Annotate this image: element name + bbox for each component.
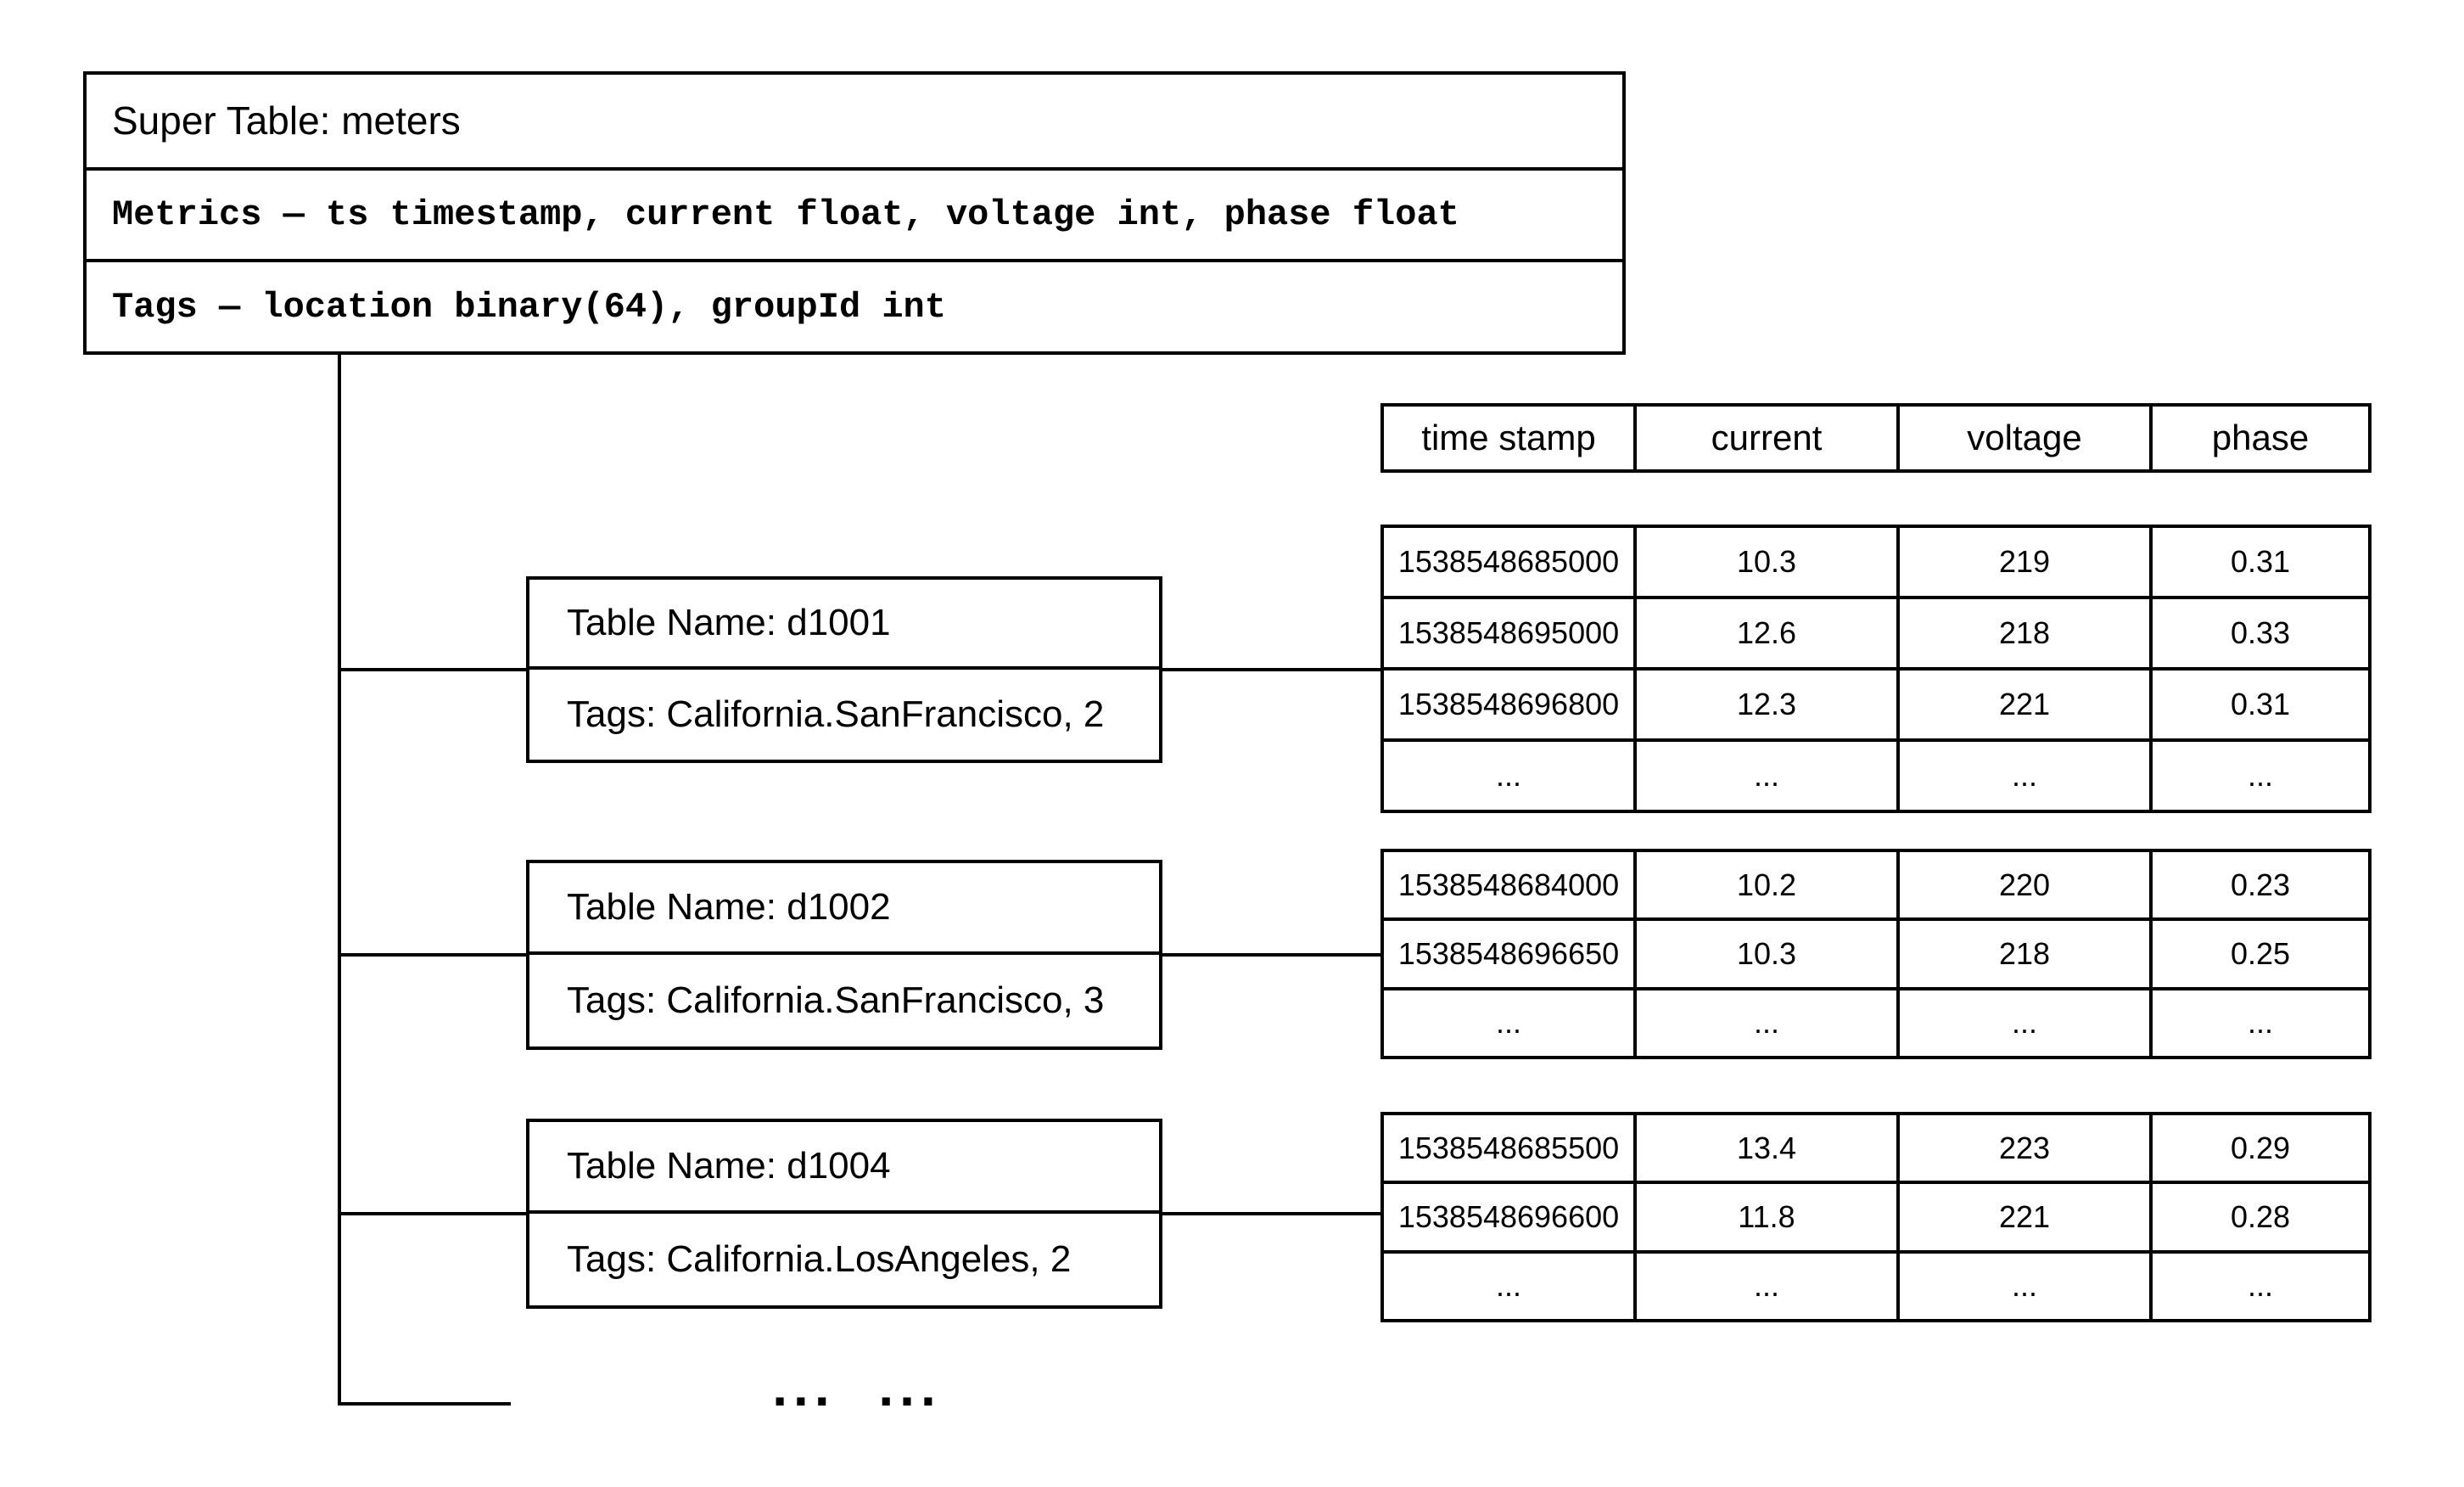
more-tables-ellipsis: ... ... (772, 1356, 942, 1417)
table-cell: ... (1635, 740, 1898, 811)
table-cell: 0.28 (2151, 1182, 2370, 1252)
table-cell: 10.2 (1635, 850, 1898, 920)
table-cell: ... (1382, 988, 1635, 1058)
table-cell: 10.3 (1635, 919, 1898, 989)
table-cell: ... (2151, 988, 2370, 1058)
link-line-d1004-table (1161, 1212, 1382, 1215)
column-header-current: current (1635, 405, 1898, 471)
data-table-d1001: 1538548685000 10.3 219 0.31 1538548695000 12.… (1380, 525, 2372, 813)
branch-line-d1004 (339, 1212, 528, 1215)
table-cell: 1538548696600 (1382, 1182, 1635, 1252)
table-cell: 0.33 (2151, 598, 2370, 669)
table-cell: 220 (1898, 850, 2151, 920)
table-cell: 12.3 (1635, 669, 1898, 740)
table-cell: 1538548685000 (1382, 526, 1635, 598)
table-cell: 1538548696650 (1382, 919, 1635, 989)
table-cell: 0.25 (2151, 919, 2370, 989)
subtable-tags-d1002: Tags: California.SanFrancisco, 3 (567, 979, 1105, 1021)
table-cell: ... (2151, 1251, 2370, 1321)
column-header-row: time stamp current voltage phase (1380, 403, 2372, 473)
table-cell: 221 (1898, 1182, 2151, 1252)
subtable-name-d1004: Table Name: d1004 (529, 1122, 1159, 1214)
column-header-timestamp: time stamp (1382, 405, 1635, 471)
subtable-box-d1004: Table Name: d1004 Tags: California.LosAn… (526, 1119, 1162, 1309)
table-cell: 11.8 (1635, 1182, 1898, 1252)
branch-line-d1002 (339, 953, 528, 957)
column-header-phase: phase (2151, 405, 2370, 471)
link-line-d1001-table (1161, 668, 1382, 671)
table-cell: 12.6 (1635, 598, 1898, 669)
table-cell: 1538548696800 (1382, 669, 1635, 740)
data-table-d1004: 1538548685500 13.4 223 0.29 1538548696600 11.… (1380, 1112, 2372, 1322)
super-table-tags: Tags — location binary(64), groupId int (87, 259, 1622, 351)
table-cell: 0.31 (2151, 669, 2370, 740)
table-cell: 1538548684000 (1382, 850, 1635, 920)
table-cell: 218 (1898, 598, 2151, 669)
table-cell: ... (2151, 740, 2370, 811)
table-cell: ... (1898, 988, 2151, 1058)
table-cell: ... (1898, 1251, 2151, 1321)
table-cell: 221 (1898, 669, 2151, 740)
subtable-name-d1001: Table Name: d1001 (529, 580, 1159, 670)
table-cell: 0.31 (2151, 526, 2370, 598)
data-table-d1002: 1538548684000 10.2 220 0.23 1538548696650 10.… (1380, 849, 2372, 1059)
super-table-title: Super Table: meters (112, 98, 461, 143)
table-cell: 13.4 (1635, 1114, 1898, 1183)
super-table-box: Super Table: meters Metrics — ts timesta… (83, 71, 1626, 355)
table-cell: ... (1382, 1251, 1635, 1321)
column-header-voltage: voltage (1898, 405, 2151, 471)
table-cell: 0.23 (2151, 850, 2370, 920)
table-cell: 10.3 (1635, 526, 1898, 598)
subtable-box-d1001: Table Name: d1001 Tags: California.SanFr… (526, 576, 1162, 763)
trunk-line (338, 351, 341, 1406)
table-cell: 218 (1898, 919, 2151, 989)
table-cell: 219 (1898, 526, 2151, 598)
branch-line-more (338, 1402, 511, 1406)
subtable-name-d1002: Table Name: d1002 (529, 863, 1159, 955)
table-cell: 223 (1898, 1114, 2151, 1183)
link-line-d1002-table (1161, 953, 1382, 957)
super-table-metrics: Metrics — ts timestamp, current float, v… (87, 166, 1622, 260)
subtable-tags-d1004: Tags: California.LosAngeles, 2 (567, 1238, 1072, 1280)
table-cell: 0.29 (2151, 1114, 2370, 1183)
table-cell: ... (1635, 1251, 1898, 1321)
subtable-box-d1002: Table Name: d1002 Tags: California.SanFr… (526, 860, 1162, 1050)
subtable-tags-d1001: Tags: California.SanFrancisco, 2 (567, 693, 1105, 735)
table-cell: 1538548685500 (1382, 1114, 1635, 1183)
branch-line-d1001 (339, 668, 528, 671)
table-cell: 1538548695000 (1382, 598, 1635, 669)
table-cell: ... (1635, 988, 1898, 1058)
table-cell: ... (1898, 740, 2151, 811)
table-cell: ... (1382, 740, 1635, 811)
